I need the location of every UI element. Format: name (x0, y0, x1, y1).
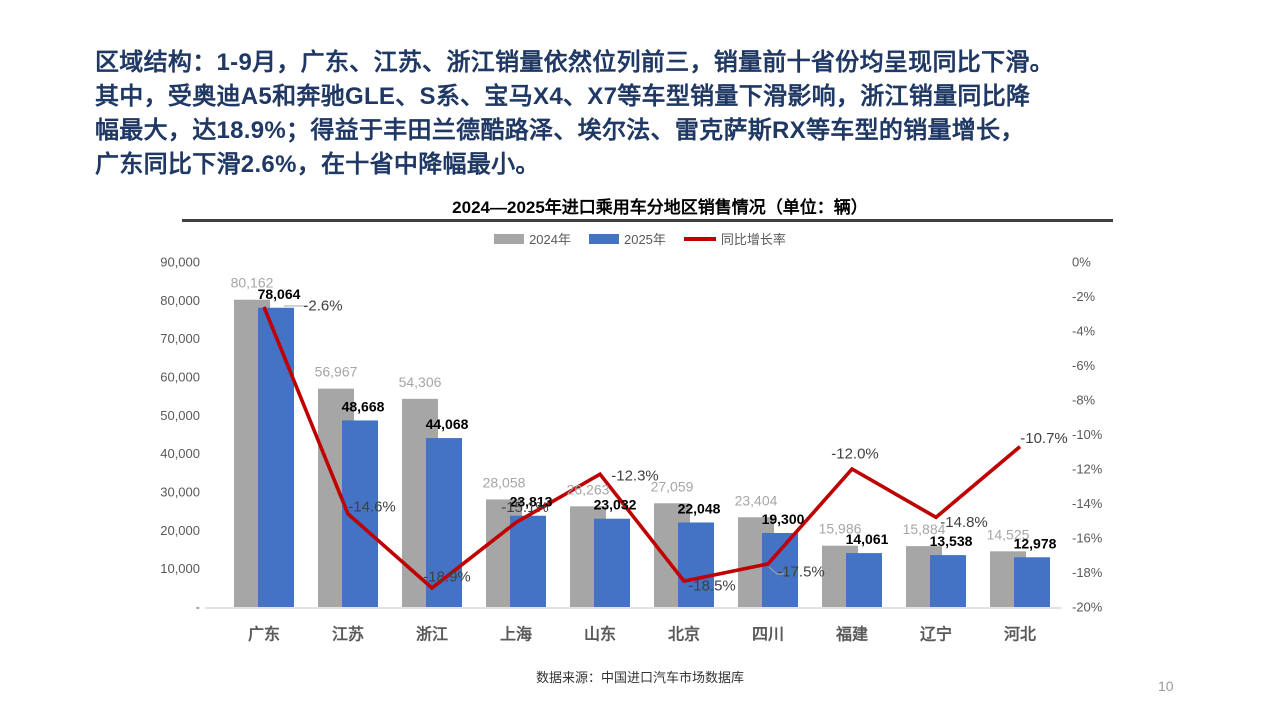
legend-line-icon (683, 236, 716, 241)
growth-rate-label: -12.0% (831, 446, 879, 463)
category-label: 浙江 (416, 625, 448, 644)
growth-rate-label: -2.6% (303, 297, 342, 314)
bar-2025 (762, 533, 798, 607)
chart-legend: 2024年 2025年 同比增长率 (0, 229, 1280, 248)
left-axis-tick: 70,000 (160, 331, 200, 346)
label-leader-line (768, 566, 784, 575)
legend-item-growth-rate: 同比增长率 (683, 229, 786, 248)
bar-2025 (930, 555, 966, 607)
right-axis-tick: -6% (1072, 358, 1096, 373)
right-axis-tick: -18% (1072, 565, 1103, 580)
chart-title: 2024—2025年进口乘用车分地区销售情况（单位：辆） (452, 198, 868, 217)
value-label-2025: 44,068 (426, 416, 469, 432)
category-label: 江苏 (332, 625, 364, 644)
bar-2025 (678, 522, 714, 607)
left-axis-tick: 10,000 (160, 561, 200, 576)
bar-2025 (510, 515, 546, 607)
category-label: 广东 (248, 625, 280, 644)
legend-item-2024: 2024年 (494, 229, 571, 248)
headline-line-3: 幅最大，达18.9%；得益于丰田兰德酷路泽、埃尔法、雷克萨斯RX等车型的销量增长… (95, 117, 1025, 144)
left-axis-tick: 30,000 (160, 485, 200, 500)
value-label-2024: 14,525 (987, 526, 1030, 542)
legend-label-growth-rate: 同比增长率 (720, 232, 786, 247)
growth-rate-label: -15.1% (501, 499, 549, 516)
value-label-2025: 23,813 (510, 494, 553, 510)
growth-rate-label: -12.3% (611, 468, 659, 485)
title-underline (182, 219, 1113, 222)
category-label: 福建 (835, 625, 868, 644)
value-label-2024: 27,059 (651, 478, 694, 494)
category-label: 辽宁 (920, 625, 952, 644)
legend-label-2025: 2025年 (623, 232, 666, 247)
value-label-2025: 12,978 (1014, 535, 1057, 551)
right-axis-tick: 0% (1072, 255, 1091, 270)
value-label-2025: 19,300 (762, 511, 805, 527)
right-axis-tick: -14% (1072, 496, 1103, 511)
legend-swatch-2025 (588, 233, 619, 244)
left-axis-tick: 60,000 (160, 370, 200, 385)
value-label-2024: 28,058 (483, 474, 526, 490)
value-label-2025: 78,064 (258, 286, 301, 302)
bar-2025 (594, 518, 630, 607)
category-label: 北京 (668, 625, 700, 644)
value-label-2025: 48,668 (342, 398, 385, 414)
value-label-2025: 23,032 (594, 497, 637, 513)
value-label-2025: 13,538 (930, 533, 973, 549)
right-axis-tick: -8% (1072, 393, 1096, 408)
growth-rate-label: -14.6% (348, 498, 396, 515)
category-label: 上海 (500, 625, 532, 644)
left-axis-tick: 80,000 (160, 293, 200, 308)
value-label-2024: 26,263 (567, 481, 610, 497)
growth-rate-label: -17.5% (777, 563, 825, 580)
growth-rate-line (262, 306, 1022, 591)
bar-2025 (846, 553, 882, 607)
headline-line-1: 区域结构：1-9月，广东、江苏、浙江销量依然位列前三，销量前十省份均呈现同比下滑… (95, 49, 1054, 76)
right-axis-tick: -2% (1072, 289, 1096, 304)
category-label: 四川 (752, 627, 784, 644)
value-label-2024: 80,162 (231, 275, 274, 291)
page-number: 10 (1158, 678, 1174, 694)
left-axis-tick: 40,000 (160, 446, 200, 461)
value-label-2025: 22,048 (678, 500, 721, 516)
right-axis-tick: -20% (1072, 600, 1103, 615)
category-label: 河北 (1004, 625, 1036, 644)
category-label: 山东 (584, 625, 616, 644)
value-label-2025: 14,061 (846, 531, 889, 547)
left-axis-tick: 20,000 (160, 523, 200, 538)
value-label-2024: 56,967 (315, 364, 358, 380)
right-axis-tick: -12% (1072, 462, 1103, 477)
value-label-2024: 15,986 (819, 521, 862, 537)
right-axis-tick: -16% (1072, 531, 1103, 546)
left-axis-tick: 90,000 (160, 255, 200, 270)
value-label-2024: 15,884 (903, 521, 946, 537)
bar-2025 (258, 307, 294, 607)
headline-line-2: 其中，受奥迪A5和奔驰GLE、S系、宝马X4、X7等车型销量下滑影响，浙江销量同… (95, 83, 1031, 110)
value-label-2024: 54,306 (399, 374, 442, 390)
growth-rate-label: -10.7% (1020, 430, 1068, 447)
source-note: 数据来源：中国进口汽车市场数据库 (535, 670, 744, 685)
growth-rate-label: -14.8% (940, 514, 988, 531)
bar-2025 (1014, 557, 1050, 607)
legend-label-2024: 2024年 (529, 232, 571, 247)
value-label-2024: 23,404 (735, 492, 778, 508)
left-axis-tick: - (196, 600, 200, 615)
headline: 区域结构：1-9月，广东、江苏、浙江销量依然位列前三，销量前十省份均呈现同比下滑… (95, 46, 1200, 182)
left-axis-tick: 50,000 (160, 408, 200, 423)
growth-rate-label: -18.9% (423, 569, 471, 586)
right-axis-tick: -10% (1072, 427, 1103, 442)
legend-item-2025: 2025年 (588, 229, 666, 248)
growth-rate-label: -18.5% (688, 578, 736, 595)
legend-swatch-2024 (494, 233, 525, 244)
right-axis-tick: -4% (1072, 324, 1096, 339)
headline-line-4: 广东同比下滑2.6%，在十省中降幅最小。 (95, 151, 540, 178)
